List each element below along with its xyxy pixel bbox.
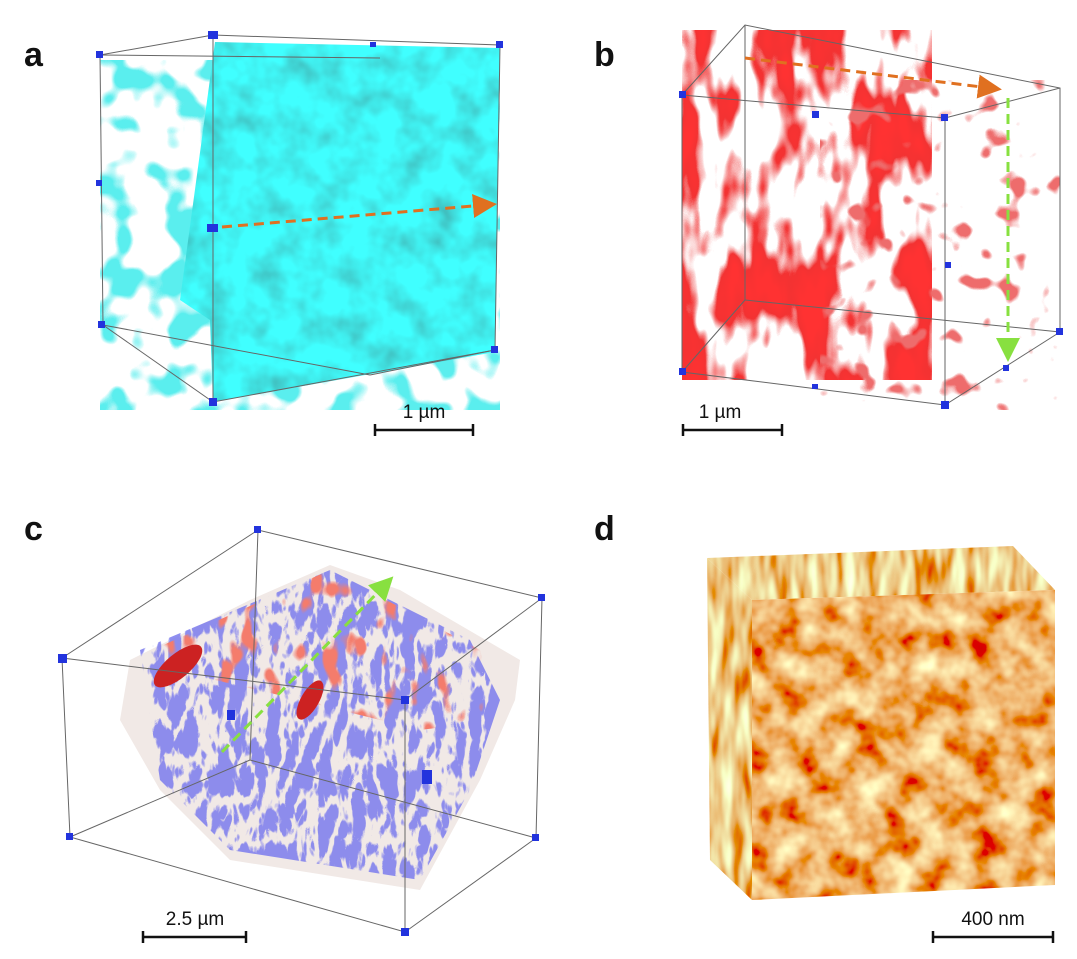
box-corners [58, 526, 545, 936]
scale-label: 1 µm [403, 402, 446, 423]
panel-b: b 1 µm [594, 24, 1063, 436]
scale-label: 1 µm [699, 402, 742, 423]
scale-label: 400 nm [961, 909, 1024, 930]
red-inclusion [153, 644, 203, 688]
panel-label: c [24, 510, 43, 548]
panel-label: b [594, 36, 615, 74]
box-corners [679, 91, 1063, 409]
direction-arrow [221, 194, 497, 229]
direction-arrow [220, 576, 394, 754]
cyan-volume [180, 42, 500, 402]
red-structures [130, 570, 500, 730]
panel-d: d 400 nm [594, 510, 1055, 943]
panel-a: a 1 µm [24, 31, 503, 436]
panel-c: c 2.5 µm [24, 510, 545, 943]
direction-arrow [744, 56, 1002, 99]
cube-top [707, 546, 1055, 600]
cube-front [752, 590, 1055, 900]
red-inclusion [296, 680, 324, 720]
red-sparse [820, 80, 1060, 410]
scale-label: 2.5 µm [166, 909, 224, 930]
box-corners [96, 31, 503, 406]
panel-label: d [594, 510, 615, 548]
cube-side [707, 558, 752, 900]
panel-label: a [24, 36, 44, 74]
